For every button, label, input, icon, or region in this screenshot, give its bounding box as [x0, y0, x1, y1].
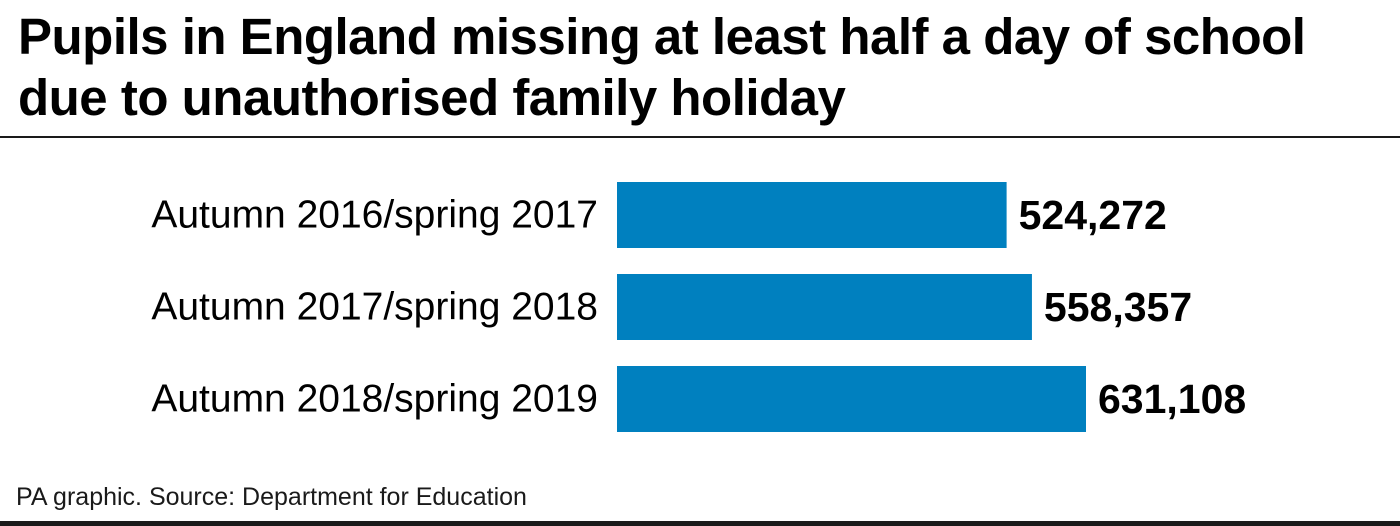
category-label: Autumn 2018/spring 2019: [151, 378, 598, 421]
chart-title: Pupils in England missing at least half …: [18, 8, 1306, 126]
value-label: 524,272: [1019, 192, 1167, 238]
bar: [617, 274, 1032, 340]
source-note: PA graphic. Source: Department for Educa…: [16, 483, 527, 511]
title-divider: [0, 136, 1400, 138]
bar: [617, 366, 1086, 432]
bar: [617, 182, 1007, 248]
category-label: Autumn 2016/spring 2017: [151, 194, 598, 237]
category-label: Autumn 2017/spring 2018: [151, 286, 598, 329]
bottom-divider: [0, 521, 1400, 526]
value-label: 558,357: [1044, 284, 1192, 330]
value-label: 631,108: [1098, 376, 1246, 422]
